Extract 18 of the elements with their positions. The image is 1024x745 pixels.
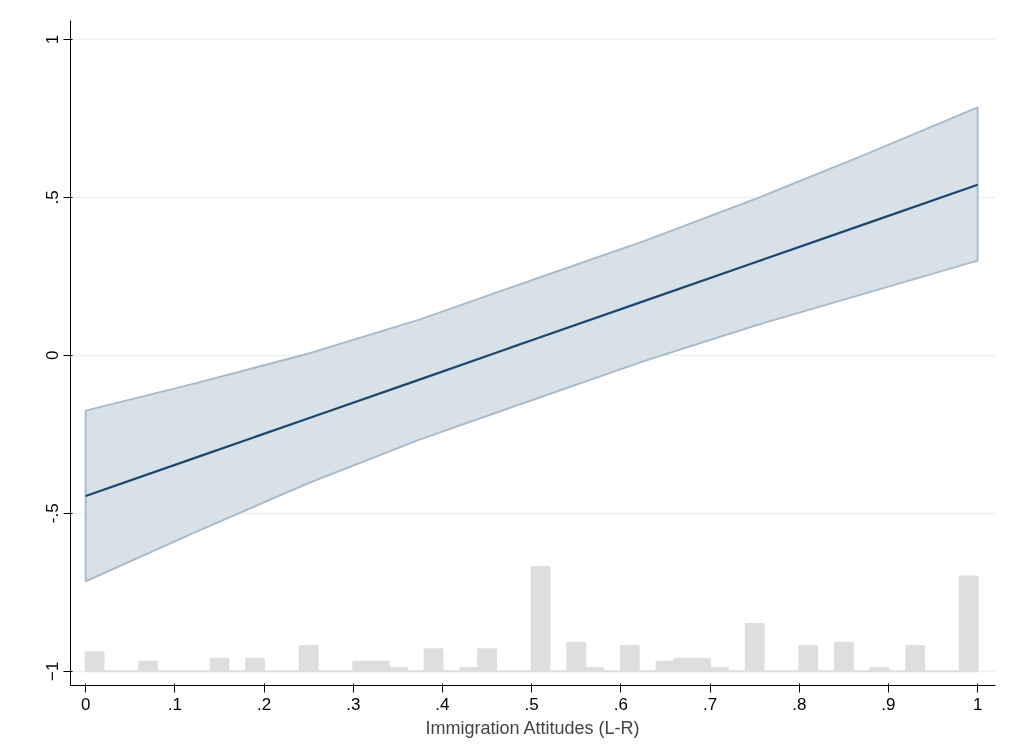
y-tick-label: 1	[43, 34, 63, 45]
x-tick-label: 1	[972, 694, 983, 714]
y-tick-label: −1	[43, 661, 63, 681]
x-axis-title: Immigration Attitudes (L-R)	[425, 717, 640, 738]
y-tick-label: 0	[43, 350, 63, 361]
y-tick-label: -.5	[43, 503, 63, 524]
x-tick-label: 0	[80, 694, 91, 714]
y-tick-label: .5	[43, 190, 63, 205]
x-tick-label: .1	[167, 694, 182, 714]
x-tick-label: .3	[346, 694, 361, 714]
x-tick-label: .5	[524, 694, 539, 714]
x-tick-label: .4	[435, 694, 450, 714]
x-tick-label: .9	[881, 694, 896, 714]
line-series	[84, 183, 979, 498]
x-tick-label: .2	[256, 694, 272, 714]
x-tick-label: .7	[702, 694, 718, 714]
x-tick-label: .6	[613, 694, 628, 714]
x-tick-label: .8	[792, 694, 807, 714]
